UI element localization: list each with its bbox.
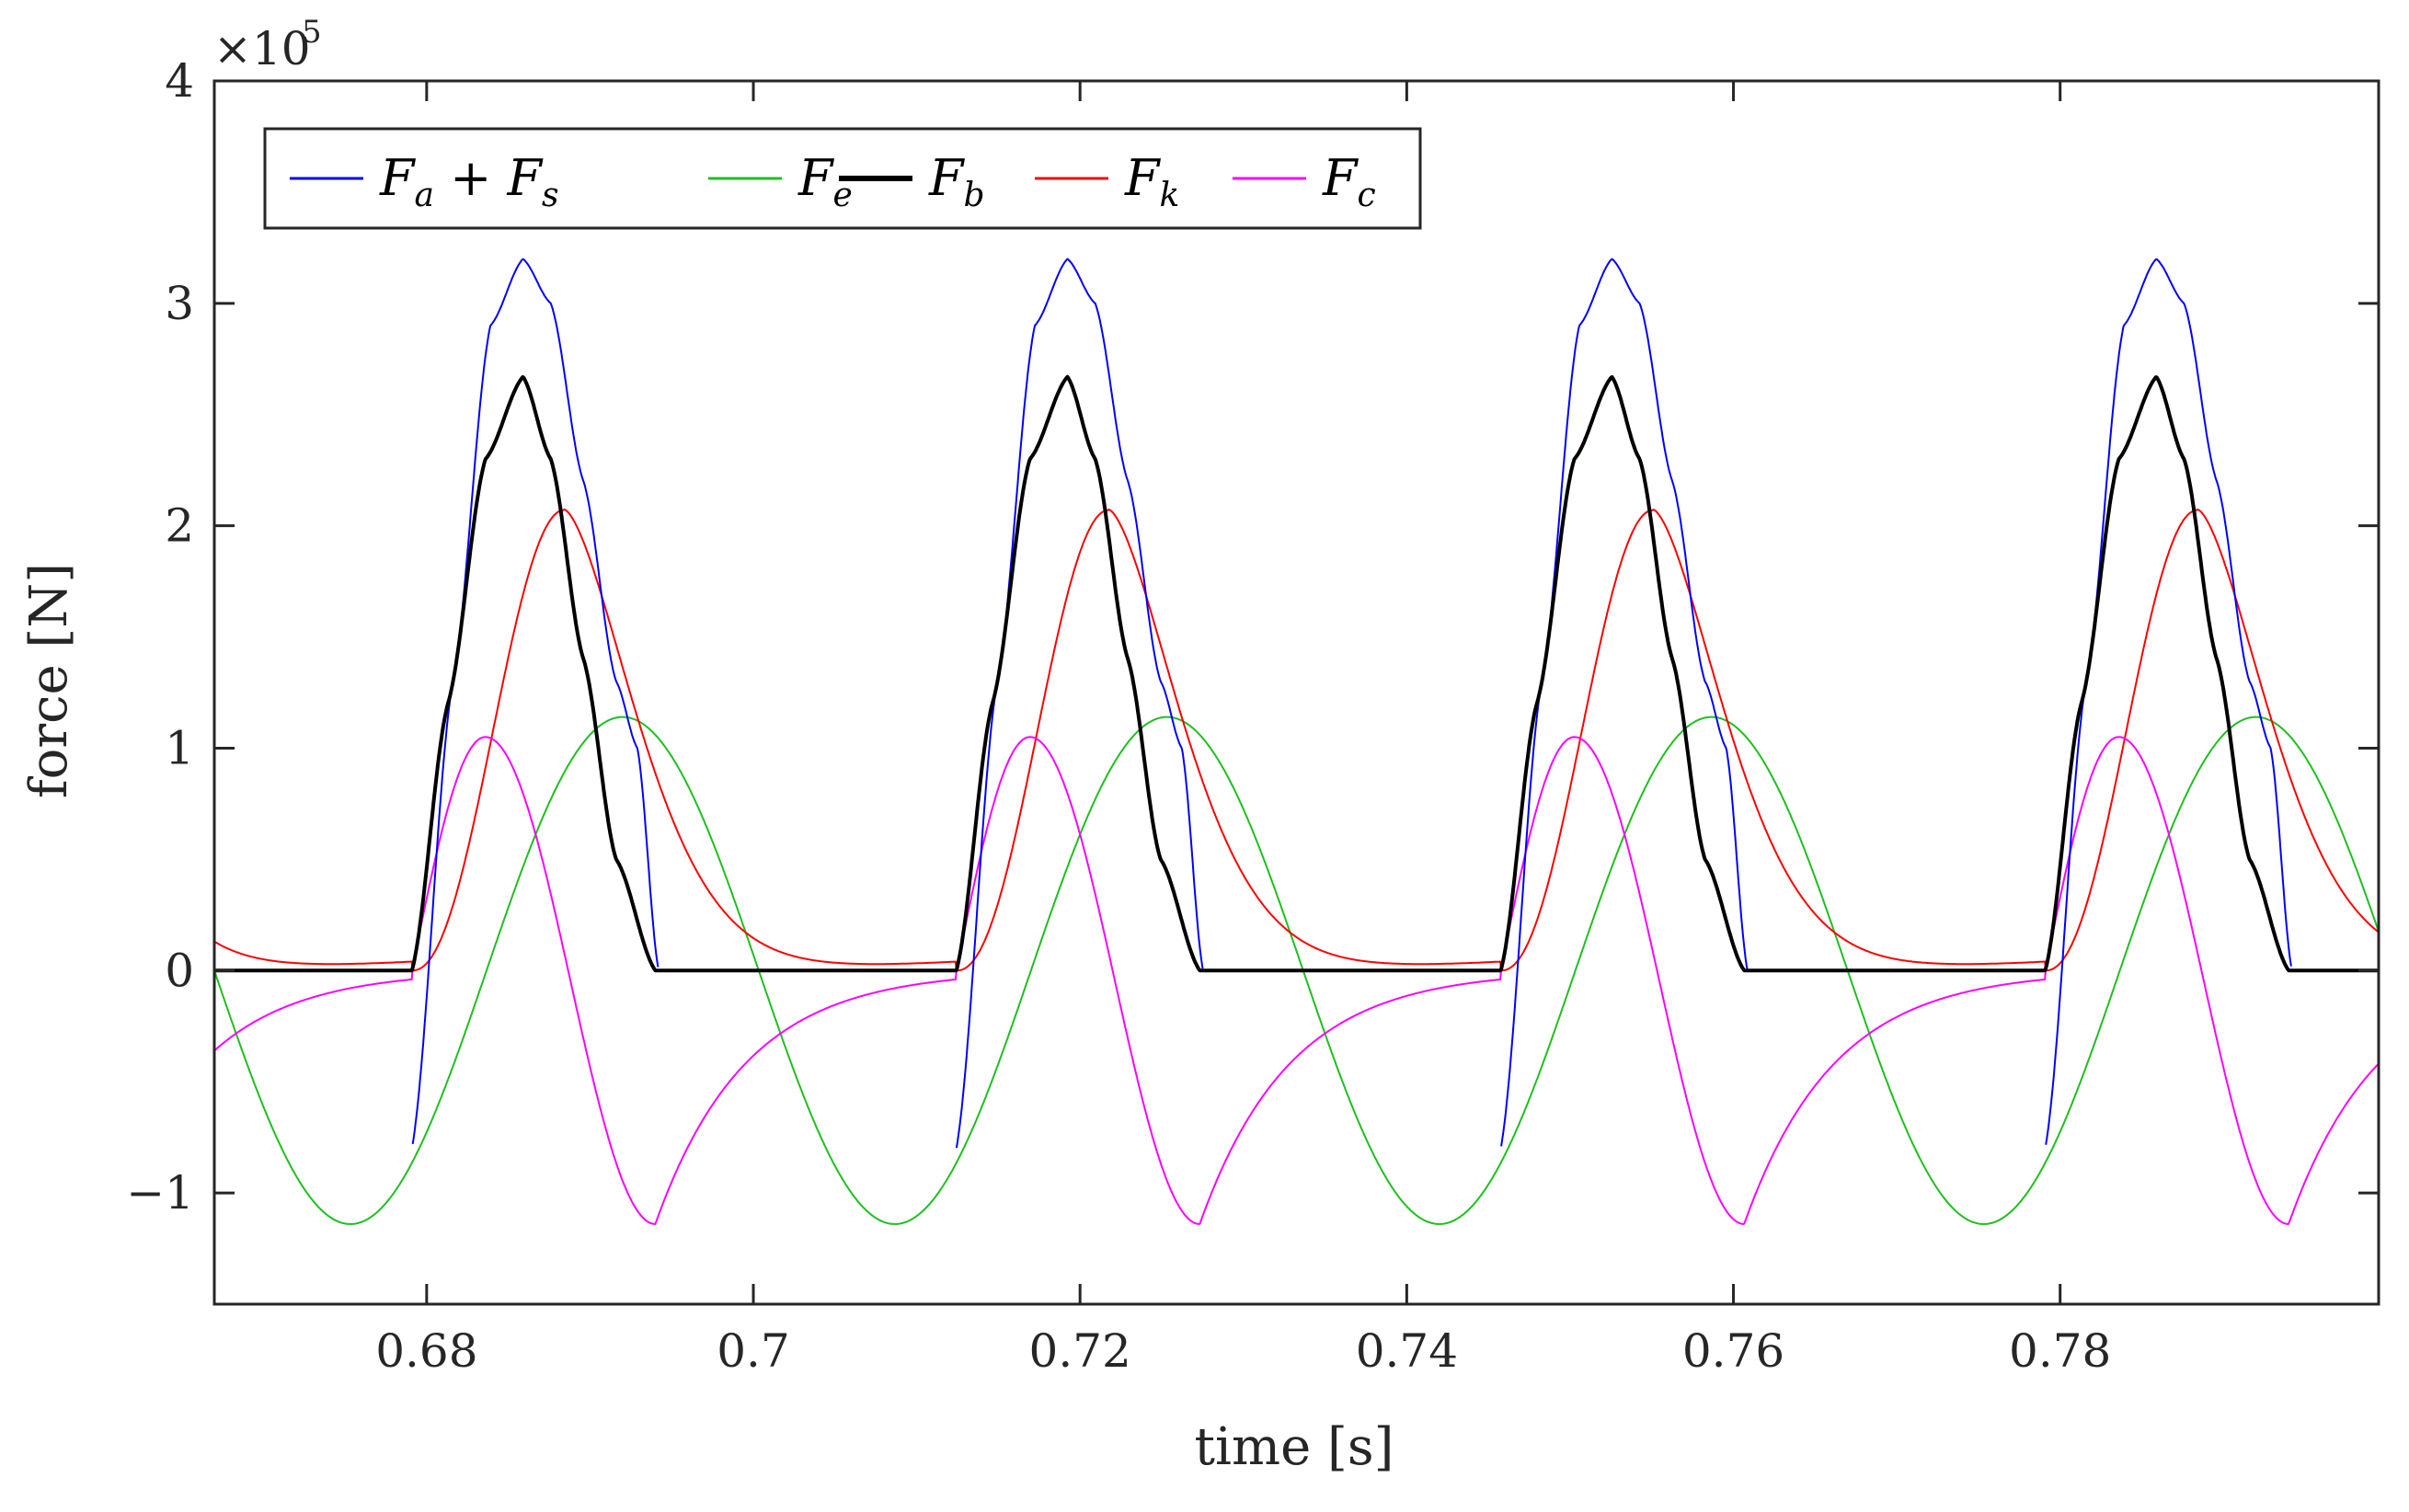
series-line-fc [213,736,2380,1225]
x-tick-label: 0.7 [717,1324,790,1378]
y-tick-label: 4 [165,54,194,108]
y-tick-label: 1 [165,721,194,774]
legend-label: Fe [797,149,853,214]
y-tick-label: 2 [165,499,194,553]
series-layer [213,258,2380,1225]
series-line-fe [213,716,2380,1225]
series-line-fk [213,508,2380,972]
legend-label: Fb [928,149,985,214]
series-line-fa-plus-fs [411,258,2292,1149]
x-axis-label: time [s] [1195,1417,1394,1477]
y-tick-label: 3 [165,277,194,330]
axes-box [212,79,2380,1306]
x-tick-label: 0.68 [375,1324,477,1378]
x-tick-label: 0.74 [1356,1324,1458,1378]
legend: Fa + Fs Fe Fb Fk Fc [263,127,1422,230]
ticks-layer: 0.68 0.7 0.72 0.74 0.76 0.78 −1 0 1 2 3 4 [126,54,2379,1378]
x-tick-label: 0.76 [1682,1324,1784,1378]
legend-label: Fc [1322,149,1376,214]
legend-items: Fa + Fs Fe Fb Fk Fc [290,149,1376,214]
y-tick-label: −1 [126,1166,194,1220]
y-tick-label: 0 [165,944,194,997]
x-tick-label: 0.78 [2009,1324,2111,1378]
y-axis-label: force [N] [19,563,79,798]
y-exponent-label: ×10 [213,22,311,75]
legend-label: Fa + Fs [379,149,558,214]
legend-label: Fk [1124,149,1179,214]
y-exponent-power: 5 [302,14,322,51]
x-tick-label: 0.72 [1029,1324,1131,1378]
series-line-fb [213,374,2380,973]
